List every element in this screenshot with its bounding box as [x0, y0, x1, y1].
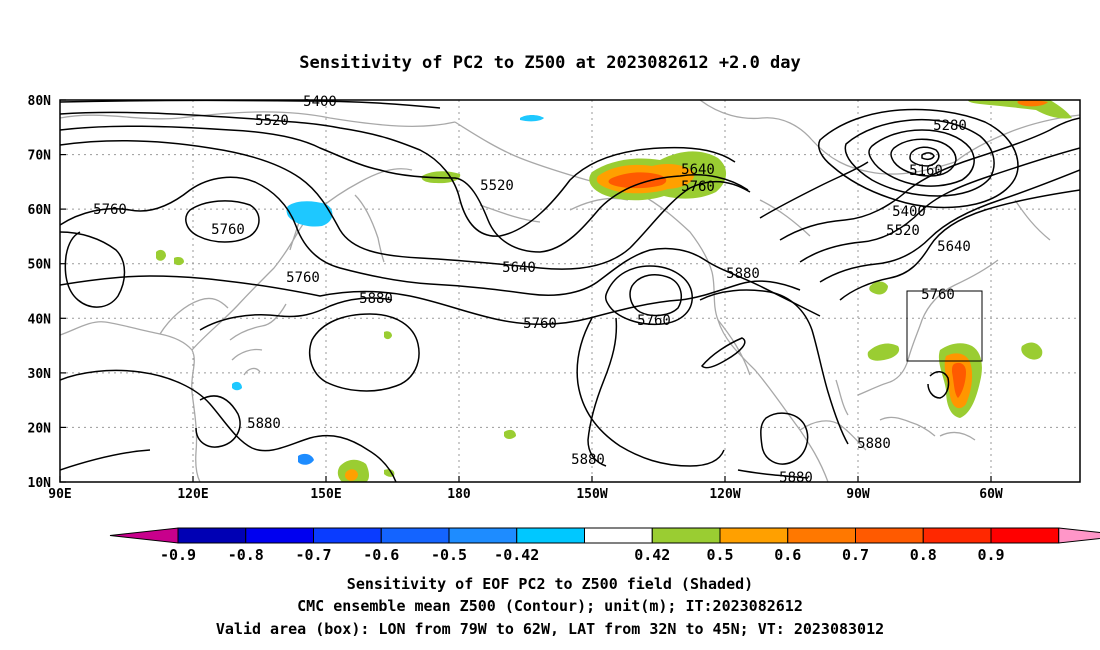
colorbar-label: -0.8: [228, 546, 264, 564]
shade-positive-small-2: [156, 249, 166, 261]
contour-label: 5520: [886, 223, 920, 239]
contour-label: 5760: [286, 270, 320, 286]
contour-label: 5280: [933, 118, 967, 134]
shade-negative-w-pacific-2: [232, 381, 242, 391]
sensitivity-shading: [156, 100, 1072, 482]
lon-label-90w: 90W: [846, 487, 870, 502]
contour-label: 5400: [303, 94, 337, 110]
colorbar-box: [177, 527, 247, 544]
colorbar-label: -0.7: [295, 546, 331, 564]
lat-label-30n: 30N: [28, 367, 52, 382]
contour-label: 5760: [523, 316, 557, 332]
lat-label-50n: 50N: [28, 258, 52, 273]
colorbar-box: [516, 527, 585, 544]
contour-label: 5880: [779, 470, 813, 486]
lat-label-20n: 20N: [28, 421, 52, 436]
contour-label: 5760: [681, 179, 715, 195]
shade-positive-small-1: [504, 429, 516, 439]
colorbar-label: 0.9: [977, 546, 1004, 564]
contour-label: 5640: [681, 162, 715, 178]
lat-label-70n: 70N: [28, 149, 52, 164]
lon-label-120e: 120E: [177, 487, 208, 502]
colorbar-box: [584, 527, 653, 544]
colorbar-box: [719, 527, 789, 544]
shade-negative-w-pacific: [298, 453, 314, 465]
colorbar-triangle-high: [1058, 527, 1100, 544]
shade-negative-kamchatka: [286, 201, 333, 227]
contour-label: 5760: [921, 287, 955, 303]
colorbar-box: [922, 527, 992, 544]
contour-label: 5880: [359, 291, 393, 307]
map-panel: 5400 5520 5760 5760 5760 5880 5880 5520 …: [59, 94, 1081, 486]
lon-label-60w: 60W: [979, 487, 1003, 502]
shade-positive-us-east: [867, 343, 900, 361]
shade-positive-us-east-2: [869, 281, 888, 295]
colorbar-box: [990, 527, 1060, 544]
contour-label: 5640: [937, 239, 971, 255]
shade-red-gulf-alaska: [608, 172, 667, 189]
colorbar-label: 0.42: [634, 546, 670, 564]
map-frame: [59, 99, 1081, 483]
shade-negative-arctic-mid: [520, 115, 544, 122]
map-title: Sensitivity of PC2 to Z500 at 2023082612…: [299, 53, 801, 73]
footer-line-2: CMC ensemble mean Z500 (Contour); unit(m…: [297, 597, 803, 615]
colorbar-label: -0.6: [363, 546, 399, 564]
contour-label: 5760: [637, 313, 671, 329]
lon-label-150w: 150W: [576, 487, 607, 502]
footer-line-3: Valid area (box): LON from 79W to 62W, L…: [216, 620, 884, 638]
valid-area-box: [906, 290, 983, 362]
colorbar: -0.9 -0.8 -0.7 -0.6 -0.5 -0.42 0.42 0.5 0.6 0.7 0.…: [109, 527, 1100, 564]
colorbar-label: 0.8: [910, 546, 937, 564]
contour-label: 5640: [502, 260, 536, 276]
contour-label: 5880: [857, 436, 891, 452]
shade-positive-small-4: [384, 331, 392, 340]
colorbar-label: -0.42: [494, 546, 539, 564]
contour-label: 5400: [892, 204, 926, 220]
contour-label: 5520: [255, 113, 289, 129]
shade-orange-arctic-ne: [1017, 100, 1048, 107]
axis-ticks: [59, 99, 992, 483]
contour-label: 5880: [247, 416, 281, 432]
colorbar-label: 0.5: [706, 546, 733, 564]
contour-label: 5520: [480, 178, 514, 194]
colorbar-label: 0.6: [774, 546, 801, 564]
colorbar-box: [245, 527, 314, 544]
z500-contours: [60, 100, 1080, 482]
colorbar-box: [855, 527, 924, 544]
colorbar-box: [651, 527, 721, 544]
lon-label-150e: 150E: [310, 487, 341, 502]
contour-label: 5880: [571, 452, 605, 468]
shade-positive-far-east: [1021, 342, 1043, 360]
latitude-labels: 80N 70N 60N 50N 40N 30N 20N 10N: [28, 94, 52, 491]
contour-label: 5880: [726, 266, 760, 282]
lon-label-180: 180: [447, 487, 471, 502]
shade-red-atlantic: [952, 362, 966, 398]
longitude-labels: 90E 120E 150E 180 150W 120W 90W 60W: [48, 487, 1003, 502]
shade-positive-arctic-ne: [968, 100, 1072, 119]
contour-label: 5160: [909, 163, 943, 179]
lat-label-10n: 10N: [28, 476, 52, 491]
lon-label-120w: 120W: [709, 487, 740, 502]
colorbar-label: 0.7: [842, 546, 869, 564]
contour-label: 5760: [211, 222, 245, 238]
colorbar-box: [313, 527, 382, 544]
lon-label-90e: 90E: [48, 487, 71, 502]
colorbar-label: -0.9: [160, 546, 196, 564]
colorbar-box: [380, 527, 450, 544]
shade-positive-small-5: [384, 469, 395, 477]
shade-positive-small-3: [174, 257, 184, 266]
lat-label-60n: 60N: [28, 203, 52, 218]
contour-label: 5760: [93, 202, 127, 218]
colorbar-label: -0.5: [431, 546, 467, 564]
shade-orange-pacific-s: [344, 469, 358, 481]
lat-label-40n: 40N: [28, 312, 52, 327]
lat-label-80n: 80N: [28, 94, 52, 109]
colorbar-box: [448, 527, 518, 544]
colorbar-box: [787, 527, 856, 544]
colorbar-triangle-low: [109, 527, 179, 544]
footer-line-1: Sensitivity of EOF PC2 to Z500 field (Sh…: [347, 575, 753, 593]
